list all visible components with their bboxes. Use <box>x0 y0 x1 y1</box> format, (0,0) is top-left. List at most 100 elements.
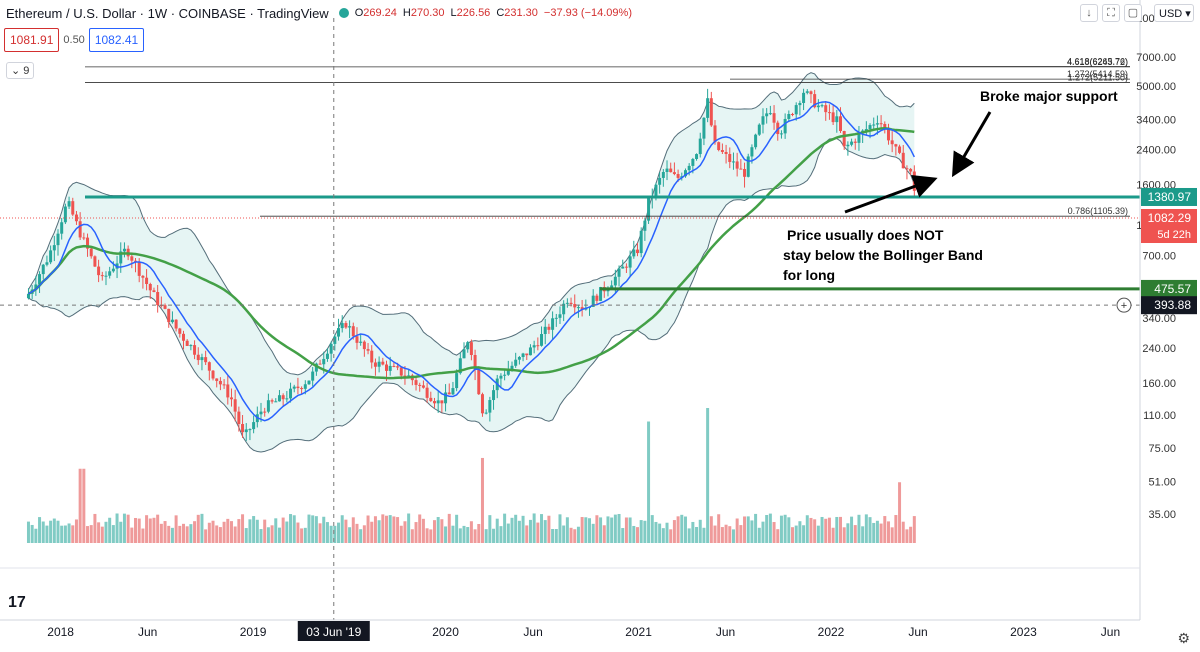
volume-bar <box>429 529 433 543</box>
candle-body <box>709 98 713 126</box>
candle-body <box>484 412 488 414</box>
volume-bar <box>167 525 171 543</box>
indicator-legend[interactable]: ⌄ 9 <box>6 62 35 79</box>
volume-bar <box>905 529 909 543</box>
volume-bar <box>281 517 285 543</box>
candle-body <box>322 358 326 365</box>
buy-button[interactable]: 1082.41 <box>88 28 145 52</box>
candle-body <box>318 363 322 365</box>
volume-bar <box>588 518 592 543</box>
candle-body <box>754 134 758 148</box>
volume-bar <box>676 516 680 543</box>
volume-bar <box>97 522 101 543</box>
volume-bar <box>259 529 263 543</box>
symbol-title[interactable]: Ethereum / U.S. Dollar · 1W · COINBASE ·… <box>6 5 329 21</box>
candle-body <box>74 214 78 222</box>
candle-body <box>337 328 341 337</box>
volume-bar <box>266 527 270 543</box>
candle-body <box>252 422 256 430</box>
volume-bar <box>115 513 119 543</box>
arrow-down-icon[interactable]: ↓ <box>1080 4 1098 22</box>
volume-bar <box>617 513 621 543</box>
sell-button[interactable]: 1081.91 <box>4 28 60 52</box>
volume-bar <box>200 513 204 543</box>
volume-bar <box>189 524 193 543</box>
candle-body <box>34 284 38 290</box>
volume-bar <box>517 520 521 543</box>
fib-level-label: 0.786(1105.39) <box>1068 206 1128 216</box>
candle-body <box>170 319 174 323</box>
volume-bar <box>750 520 754 543</box>
volume-bar <box>857 514 861 543</box>
volume-bar <box>654 521 658 543</box>
candle-body <box>385 364 389 371</box>
fullscreen-icon[interactable]: ⛶ <box>1102 4 1120 22</box>
candle-body <box>647 197 651 221</box>
volume-bar <box>521 515 525 543</box>
candle-body <box>547 326 551 330</box>
volume-bar <box>846 523 850 543</box>
candle-body <box>362 341 366 350</box>
screenshot-icon[interactable]: ▢ <box>1124 4 1142 22</box>
ohlc-key: L <box>450 7 457 19</box>
volume-bar <box>824 518 828 543</box>
volume-bar <box>488 515 492 543</box>
sma-fast-line <box>28 101 915 422</box>
indicator-count: 9 <box>23 65 30 77</box>
volume-bar <box>204 529 208 543</box>
volume-bar <box>547 515 551 543</box>
volume-bar <box>838 516 842 543</box>
volume-bar <box>322 516 326 543</box>
candle-body <box>137 261 141 276</box>
volume-bar <box>779 515 783 543</box>
candle-body <box>846 144 850 147</box>
candle-body <box>222 384 226 386</box>
volume-bar <box>809 517 813 543</box>
candle-body <box>38 274 42 285</box>
candle-body <box>691 159 695 166</box>
candle-body <box>746 156 750 177</box>
candle-body <box>52 245 56 251</box>
volume-bar <box>100 526 104 543</box>
candle-body <box>300 388 304 390</box>
volume-bar <box>111 525 115 543</box>
candle-body <box>480 394 484 414</box>
volume-bar <box>178 525 182 543</box>
candle-body <box>672 172 676 175</box>
candle-body <box>314 363 318 372</box>
candle-body <box>628 256 632 268</box>
volume-histogram <box>26 408 916 543</box>
candle-body <box>654 184 658 197</box>
volume-bar <box>229 521 233 543</box>
candle-body <box>189 345 193 347</box>
candle-body <box>78 221 82 238</box>
candle-body <box>167 308 171 323</box>
volume-bar <box>798 521 802 543</box>
volume-bar <box>879 523 883 543</box>
volume-bar <box>418 514 422 543</box>
gear-icon[interactable]: ⚙ <box>1177 630 1190 646</box>
volume-bar <box>661 528 665 543</box>
candle-body <box>432 401 436 404</box>
candle-body <box>816 105 820 108</box>
price-axis[interactable] <box>1140 0 1200 652</box>
symbol-header: Ethereum / U.S. Dollar · 1W · COINBASE ·… <box>6 4 638 22</box>
volume-bar <box>381 514 385 543</box>
candle-body <box>60 222 64 234</box>
candle-body <box>134 260 138 262</box>
candle-body <box>901 152 905 169</box>
volume-bar <box>864 514 868 543</box>
volume-bar <box>647 421 651 543</box>
volume-bar <box>52 518 56 543</box>
currency-select[interactable]: USD ▾ <box>1154 4 1194 22</box>
add-alert-icon[interactable] <box>1116 297 1132 313</box>
candle-body <box>669 168 673 173</box>
volume-bar <box>421 518 425 543</box>
volume-bar <box>551 528 555 543</box>
candle-body <box>883 123 887 129</box>
volume-bar <box>580 517 584 543</box>
candle-body <box>207 362 211 371</box>
volume-bar <box>86 526 90 543</box>
candle-body <box>551 318 555 330</box>
